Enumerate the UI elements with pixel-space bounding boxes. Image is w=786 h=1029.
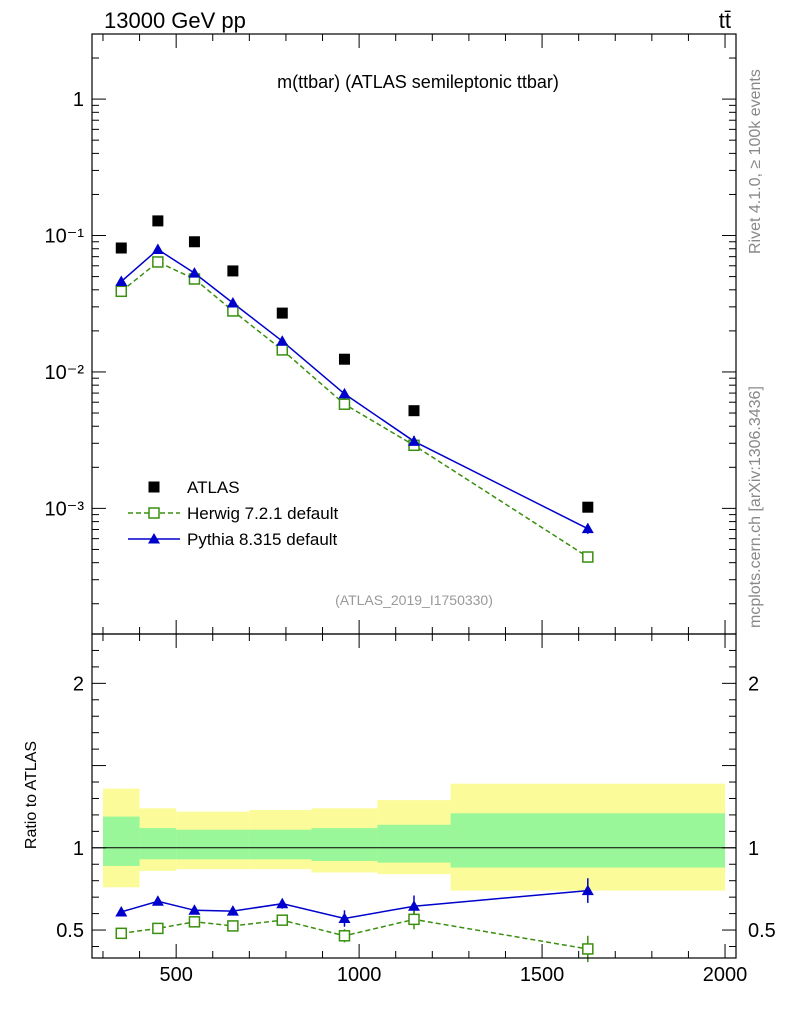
y-tick-label: 10⁻¹ xyxy=(45,226,85,248)
legend-label: Pythia 8.315 default xyxy=(187,530,338,549)
y-tick-label: 10⁻² xyxy=(45,362,85,384)
x-tick-label: 1000 xyxy=(337,964,382,986)
chart-title: m(ttbar) (ATLAS semileptonic ttbar) xyxy=(277,72,559,92)
y-tick-label: 10⁻³ xyxy=(45,498,85,520)
pythia-point xyxy=(338,387,351,399)
pythia-point xyxy=(151,243,164,254)
uncertainty-band-inner xyxy=(450,813,726,868)
pythia-ratio-point xyxy=(338,912,351,924)
analysis-watermark: (ATLAS_2019_I1750330) xyxy=(335,592,493,608)
herwig-ratio-point xyxy=(188,916,201,928)
pythia-point xyxy=(188,267,201,278)
herwig-point xyxy=(152,256,164,268)
herwig-ratio-point xyxy=(152,922,164,935)
pythia-point xyxy=(276,335,289,346)
pythia-ratio-point xyxy=(276,897,289,909)
ratio-y-tick-label-left: 0.5 xyxy=(56,920,84,942)
atlas-point xyxy=(276,307,288,319)
ratio-y-label: Ratio to ATLAS xyxy=(23,741,40,849)
ratio-y-tick-label-right: 0.5 xyxy=(748,920,776,942)
pythia-line xyxy=(120,248,589,530)
y-tick-label: 1 xyxy=(73,89,84,111)
herwig-point xyxy=(276,344,289,356)
process-label: tt̄ xyxy=(719,8,731,33)
legend-marker xyxy=(148,533,160,544)
uncertainty-band-inner xyxy=(176,829,250,860)
atlas-point xyxy=(188,236,200,248)
pythia-point xyxy=(581,522,594,534)
legend-marker xyxy=(148,481,160,493)
pythia-ratio-point xyxy=(581,884,594,896)
atlas-point xyxy=(227,265,239,277)
herwig-ratio-point xyxy=(338,930,351,942)
pythia-ratio-point xyxy=(115,905,128,917)
energy-label: 13000 GeV pp xyxy=(104,8,246,33)
herwig-point xyxy=(582,551,594,563)
atlas-point xyxy=(408,405,420,417)
mcplots-label: mcplots.cern.ch [arXiv:1306.3436] xyxy=(747,386,764,628)
herwig-ratio-point xyxy=(582,943,594,955)
x-tick-label: 2000 xyxy=(703,964,748,986)
pythia-ratio-line xyxy=(121,889,588,920)
pythia-point xyxy=(115,275,128,287)
ratio-y-tick-label-left: 2 xyxy=(73,673,84,695)
uncertainty-band-inner xyxy=(102,816,140,866)
herwig-line xyxy=(120,261,589,558)
herwig-point xyxy=(338,398,351,410)
rivet-label: Rivet 4.1.0, ≥ 100k events xyxy=(747,69,764,254)
ratio-y-tick-label-right: 1 xyxy=(748,838,759,860)
ratio-frame xyxy=(91,633,737,959)
atlas-point xyxy=(152,215,164,227)
uncertainty-band-inner xyxy=(139,828,177,860)
ratio-y-tick-label-right: 2 xyxy=(748,673,759,695)
main-panel: 1 10⁻¹ 10⁻² 10⁻³ ATLAS Herwig 7.2.1 default Py… xyxy=(45,33,737,635)
herwig-point xyxy=(115,285,128,298)
ratio-panel: 0.5 0.5 1 1 2 2 500 1000 1500 2000 xyxy=(56,633,776,986)
herwig-ratio-point xyxy=(115,927,128,940)
ratio-y-tick-label-left: 1 xyxy=(73,838,84,860)
pythia-ratio-point xyxy=(188,904,201,915)
herwig-ratio-point xyxy=(408,913,420,926)
pythia-ratio-point xyxy=(151,895,164,906)
uncertainty-band-inner xyxy=(377,824,451,863)
legend-label: ATLAS xyxy=(187,478,240,497)
pythia-ratio-point xyxy=(408,900,420,911)
atlas-point xyxy=(338,353,350,365)
herwig-ratio-point xyxy=(276,914,289,926)
legend-marker xyxy=(148,507,160,519)
x-tick-label: 500 xyxy=(159,964,192,986)
herwig-ratio-point xyxy=(227,920,239,932)
uncertainty-band-inner xyxy=(249,829,312,860)
atlas-point xyxy=(115,242,127,254)
atlas-point xyxy=(582,501,594,513)
pythia-point xyxy=(408,435,420,446)
x-tick-label: 1500 xyxy=(520,964,565,986)
pythia-point xyxy=(226,297,239,308)
uncertainty-band-inner xyxy=(311,828,378,861)
herwig-ratio-line xyxy=(121,918,588,950)
pythia-ratio-point xyxy=(226,905,239,916)
legend-label: Herwig 7.2.1 default xyxy=(187,504,338,523)
